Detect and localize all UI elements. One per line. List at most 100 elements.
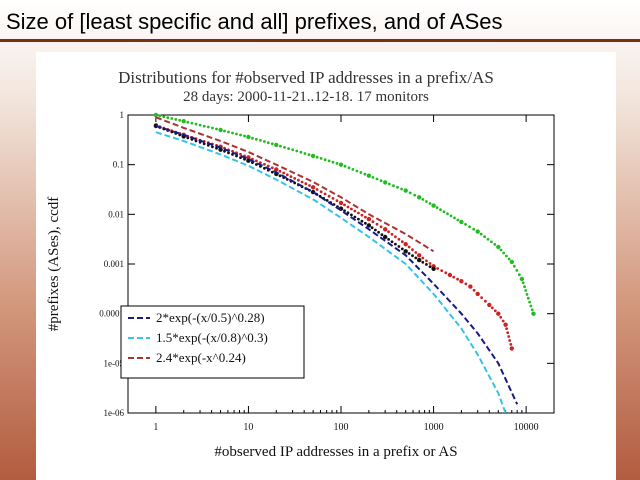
data-point	[417, 195, 422, 200]
trace-point	[332, 203, 336, 206]
trace-point	[319, 157, 323, 160]
legend: 2*exp(-(x/0.5)^0.28) 1.5*exp(-(x/0.8)^0.3…	[120, 305, 305, 379]
trace-point	[231, 131, 234, 135]
trace-point	[283, 146, 286, 149]
trace-point	[194, 122, 198, 126]
title-divider	[0, 39, 640, 42]
trace-point	[509, 343, 513, 346]
trace-point	[270, 142, 274, 146]
trace-point	[468, 225, 471, 229]
y-tick-label: 1	[120, 110, 125, 120]
trace-point	[331, 160, 335, 164]
trace-point	[178, 118, 182, 122]
trace-point	[319, 190, 323, 194]
trace-point	[266, 164, 270, 168]
trace-point	[505, 327, 508, 330]
y-axis-ticks: 1 0.1 0.01 0.001 0.0001 1e-05 1e-06	[99, 110, 554, 418]
trace-point	[263, 162, 266, 166]
trace-point	[346, 205, 350, 209]
legend-label: 1.5*exp(-(x/0.8)^0.3)	[156, 330, 268, 345]
data-point	[487, 302, 492, 308]
trace-point	[480, 296, 483, 299]
trace-point	[162, 115, 166, 119]
data-point	[503, 322, 508, 327]
trace-point	[428, 262, 432, 265]
trace-point	[530, 308, 534, 312]
data-point	[383, 234, 388, 240]
trace-point	[380, 233, 384, 237]
data-point	[338, 162, 344, 167]
trace-point	[303, 152, 307, 155]
data-point	[417, 257, 422, 263]
trace-point	[449, 214, 453, 218]
trace-point	[259, 139, 262, 142]
trace-point	[421, 256, 425, 260]
trace-point	[308, 184, 311, 187]
trace-point	[400, 247, 404, 251]
trace-point	[335, 162, 339, 165]
trace-point	[508, 339, 512, 342]
trace-point	[490, 240, 493, 244]
trace-point	[425, 200, 428, 203]
trace-point	[206, 125, 210, 129]
y-tick-label: 0.0001	[99, 309, 124, 319]
ccdf-chart: Distributions for #observed IP addresses…	[46, 68, 555, 460]
trace-point	[435, 206, 439, 210]
legend-label: 2*exp(-(x/0.5)^0.28)	[156, 310, 265, 325]
trace-point	[528, 300, 531, 304]
trace-point	[353, 209, 357, 213]
data-point	[468, 284, 473, 289]
trace-point	[325, 199, 329, 202]
trace-point	[396, 185, 399, 189]
trace-point	[453, 216, 456, 220]
data-point	[246, 134, 251, 140]
trace-point	[357, 211, 360, 215]
trace-point	[198, 123, 202, 127]
trace-point	[444, 271, 448, 275]
trace-point	[413, 193, 417, 197]
trace-point	[351, 168, 355, 171]
trace-point	[408, 191, 412, 195]
trace-point	[335, 199, 339, 203]
trace-point	[436, 267, 439, 270]
trace-point	[364, 215, 367, 219]
trace-point	[243, 134, 246, 138]
trace-point	[178, 133, 182, 137]
trace-point	[421, 198, 425, 201]
trace-point	[371, 176, 375, 179]
chart-subtitle: 28 days: 2000-11-21..12-18. 17 monitors	[183, 89, 429, 105]
trace-point	[285, 173, 289, 177]
data-point	[403, 188, 408, 193]
trace-point	[414, 251, 418, 254]
trace-point	[315, 188, 319, 191]
data-point	[310, 153, 316, 159]
trace-point	[493, 309, 497, 313]
trace-point	[407, 245, 411, 249]
trace-point	[363, 172, 367, 176]
trace-point	[293, 177, 297, 180]
trace-point	[304, 182, 308, 186]
trace-point	[371, 220, 375, 224]
trace-point	[215, 127, 218, 131]
data-point	[431, 266, 436, 271]
trace-point	[375, 177, 379, 181]
series-line-5	[155, 116, 435, 253]
trace-point	[170, 117, 174, 120]
data-point	[509, 346, 514, 351]
data-point	[366, 173, 372, 178]
trace-point	[529, 304, 533, 308]
trace-point	[428, 202, 432, 205]
trace-point	[186, 136, 190, 140]
trace-point	[379, 179, 383, 183]
data-point	[310, 185, 316, 190]
trace-point	[521, 281, 525, 285]
trace-point	[499, 248, 503, 252]
trace-point	[379, 225, 383, 229]
trace-point	[166, 116, 170, 120]
trace-point	[506, 331, 510, 334]
trace-point	[387, 182, 391, 186]
trace-point	[255, 159, 258, 163]
trace-point	[170, 130, 174, 134]
series-points-0	[153, 112, 536, 316]
trace-point	[190, 121, 194, 125]
